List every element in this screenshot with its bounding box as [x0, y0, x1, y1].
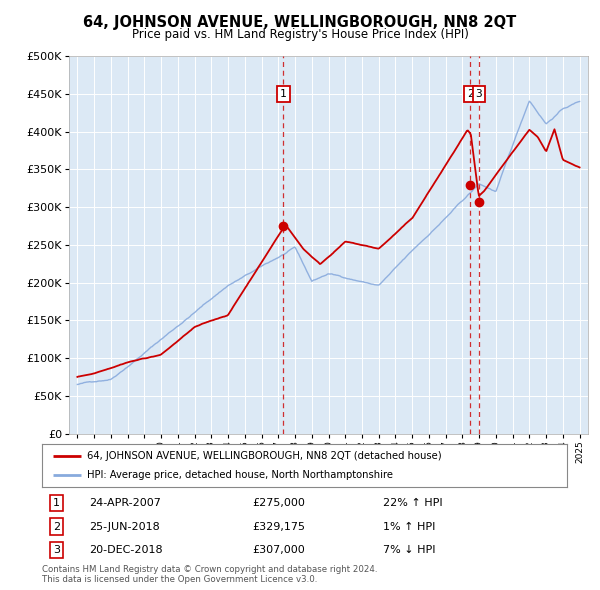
Text: 1% ↑ HPI: 1% ↑ HPI [383, 522, 436, 532]
Text: 64, JOHNSON AVENUE, WELLINGBOROUGH, NN8 2QT: 64, JOHNSON AVENUE, WELLINGBOROUGH, NN8 … [83, 15, 517, 30]
Text: Price paid vs. HM Land Registry's House Price Index (HPI): Price paid vs. HM Land Registry's House … [131, 28, 469, 41]
Text: 3: 3 [53, 545, 60, 555]
Text: 2: 2 [467, 89, 474, 99]
Text: 20-DEC-2018: 20-DEC-2018 [89, 545, 163, 555]
Text: £275,000: £275,000 [252, 498, 305, 508]
Text: 1: 1 [53, 498, 60, 508]
Text: 22% ↑ HPI: 22% ↑ HPI [383, 498, 443, 508]
Text: 24-APR-2007: 24-APR-2007 [89, 498, 161, 508]
Text: 1: 1 [280, 89, 287, 99]
Text: HPI: Average price, detached house, North Northamptonshire: HPI: Average price, detached house, Nort… [86, 470, 392, 480]
Text: £307,000: £307,000 [252, 545, 305, 555]
Text: 3: 3 [475, 89, 482, 99]
Text: Contains HM Land Registry data © Crown copyright and database right 2024.: Contains HM Land Registry data © Crown c… [42, 565, 377, 574]
Text: 25-JUN-2018: 25-JUN-2018 [89, 522, 160, 532]
Text: This data is licensed under the Open Government Licence v3.0.: This data is licensed under the Open Gov… [42, 575, 317, 584]
Text: 7% ↓ HPI: 7% ↓ HPI [383, 545, 436, 555]
Text: 2: 2 [53, 522, 60, 532]
Text: 64, JOHNSON AVENUE, WELLINGBOROUGH, NN8 2QT (detached house): 64, JOHNSON AVENUE, WELLINGBOROUGH, NN8 … [86, 451, 441, 461]
Text: £329,175: £329,175 [252, 522, 305, 532]
